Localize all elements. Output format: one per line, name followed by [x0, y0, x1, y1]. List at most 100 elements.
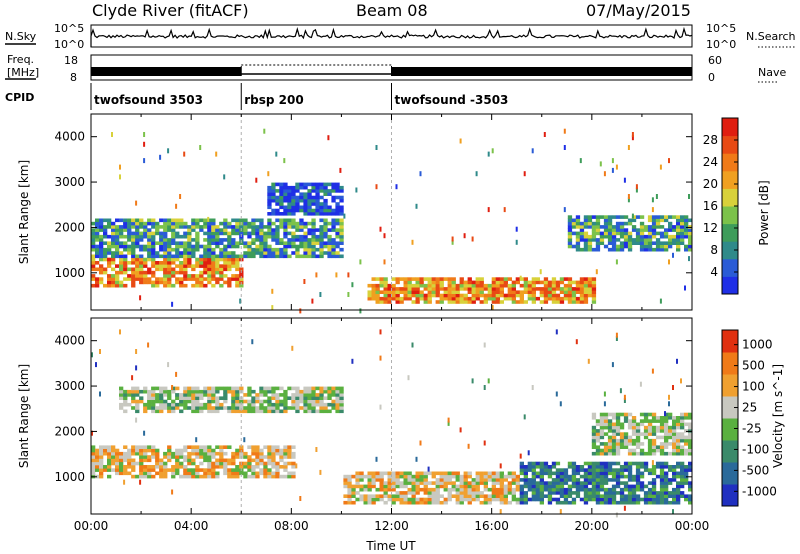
heatmap-cell — [143, 448, 148, 453]
heatmap-cell — [627, 145, 630, 150]
heatmap-cell — [255, 396, 260, 400]
heatmap-cell — [639, 234, 645, 239]
heatmap-cell — [531, 494, 536, 498]
heatmap-cell — [199, 409, 204, 414]
heatmap-cell — [475, 171, 478, 177]
heatmap-cell — [191, 221, 196, 226]
heatmap-cell — [123, 241, 128, 245]
heatmap-cell — [395, 478, 400, 482]
heatmap-cell — [299, 225, 304, 229]
heatmap-cell — [159, 471, 164, 476]
heatmap-cell — [335, 234, 340, 239]
heatmap-cell — [527, 290, 532, 294]
heatmap-cell — [123, 225, 128, 229]
heatmap-cell — [255, 406, 260, 410]
heatmap-cell — [203, 218, 208, 223]
heatmap-cell — [483, 497, 488, 502]
heatmap-cell — [207, 448, 212, 453]
heatmap-cell — [567, 244, 573, 249]
heatmap-cell — [371, 296, 376, 301]
heatmap-cell — [439, 277, 444, 281]
heatmap-cell — [627, 500, 633, 505]
heatmap-cell — [315, 228, 320, 232]
heatmap-cell — [311, 389, 316, 394]
heatmap-cell — [651, 491, 657, 495]
heatmap-cell — [327, 221, 332, 226]
heatmap-cell — [283, 244, 288, 249]
heatmap-cell — [619, 468, 625, 472]
heatmap-cell — [655, 416, 661, 420]
heatmap-cell — [335, 228, 340, 232]
heatmap-cell — [151, 406, 156, 410]
heatmap-cell — [491, 478, 496, 482]
heatmap-cell — [203, 221, 208, 226]
heatmap-cell — [335, 393, 340, 397]
heatmap-cell — [583, 287, 589, 291]
heatmap-cell — [631, 474, 637, 479]
heatmap-cell — [475, 296, 480, 301]
heatmap-cell — [471, 378, 474, 384]
heatmap-cell — [207, 402, 212, 407]
heatmap-cell — [263, 465, 268, 469]
heatmap-cell — [607, 494, 613, 498]
heatmap-cell — [684, 422, 689, 427]
heatmap-cell — [271, 185, 276, 190]
heatmap-cell — [555, 497, 561, 502]
heatmap-cell — [451, 487, 456, 492]
heatmap-cell — [331, 402, 336, 407]
heatmap-cell — [659, 497, 665, 502]
heatmap-cell — [627, 247, 633, 252]
heatmap-cell — [647, 491, 653, 495]
heatmap-cell — [423, 484, 428, 489]
heatmap-cell — [163, 280, 168, 285]
heatmap-cell — [595, 484, 601, 489]
heatmap-cell — [167, 274, 172, 278]
heatmap-cell — [247, 468, 252, 472]
heatmap-cell — [327, 247, 332, 252]
heatmap-cell — [435, 484, 440, 489]
heatmap-cell — [415, 456, 418, 462]
heatmap-cell — [607, 500, 613, 505]
heatmap-cell — [115, 280, 120, 285]
heatmap-cell — [319, 393, 324, 397]
heatmap-cell — [591, 277, 597, 281]
heatmap-cell — [639, 465, 645, 469]
heatmap-cell — [243, 231, 248, 236]
heatmap-cell — [499, 481, 504, 485]
heatmap-cell — [611, 442, 617, 446]
heatmap-cell — [635, 429, 641, 433]
heatmap-cell — [271, 455, 276, 459]
heatmap-cell — [503, 207, 506, 213]
heatmap-cell — [215, 264, 220, 268]
heatmap-cell — [664, 471, 669, 476]
heatmap-cell — [251, 451, 256, 456]
heatmap-cell — [499, 478, 504, 482]
heatmap-cell — [595, 487, 601, 492]
heatmap-cell — [688, 244, 693, 249]
heatmap-cell — [251, 406, 256, 410]
heatmap-cell — [143, 471, 148, 476]
heatmap-cell — [515, 481, 520, 485]
heatmap-cell — [491, 293, 496, 298]
heatmap-cell — [311, 231, 316, 236]
heatmap-cell — [299, 205, 304, 210]
heatmap-cell — [263, 461, 268, 466]
heatmap-cell — [655, 247, 661, 252]
heatmap-cell — [419, 481, 424, 485]
heatmap-cell — [271, 182, 276, 187]
heatmap-cell — [523, 414, 526, 420]
heatmap-cell — [231, 468, 236, 472]
heatmap-cell — [291, 234, 296, 239]
heatmap-cell — [351, 282, 354, 288]
beam-label: Beam 08 — [356, 1, 428, 20]
heatmap-cell — [255, 238, 260, 242]
heatmap-cell — [295, 406, 300, 410]
heatmap-cell — [399, 300, 404, 304]
heatmap-cell — [431, 500, 436, 505]
heatmap-cell — [139, 399, 144, 404]
heatmap-cell — [151, 257, 156, 262]
heatmap-cell — [191, 264, 196, 268]
heatmap-cell — [439, 293, 444, 298]
heatmap-cell — [319, 212, 324, 216]
heatmap-cell — [211, 471, 216, 476]
